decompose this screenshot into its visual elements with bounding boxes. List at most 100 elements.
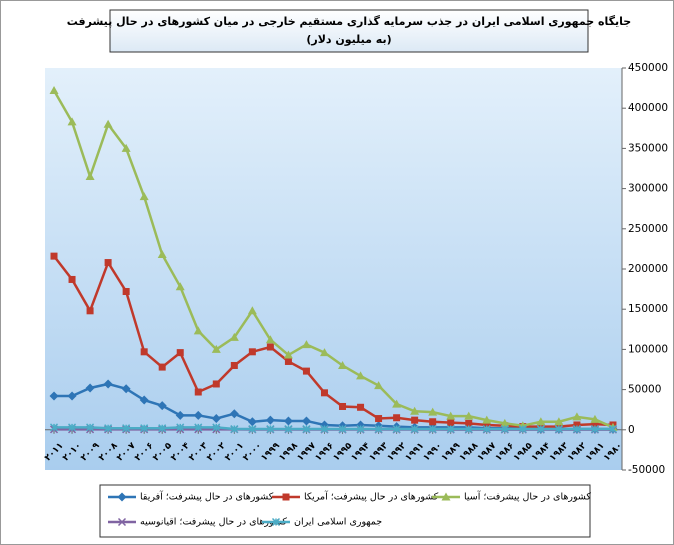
marker bbox=[247, 306, 257, 315]
marker bbox=[590, 414, 600, 423]
title-box bbox=[109, 9, 589, 53]
marker bbox=[121, 384, 131, 394]
marker bbox=[103, 379, 113, 389]
marker bbox=[536, 424, 545, 434]
plot-area bbox=[45, 68, 622, 470]
y-tick-label: 150000 bbox=[628, 303, 668, 315]
marker bbox=[573, 421, 581, 429]
marker bbox=[283, 416, 293, 426]
marker bbox=[194, 423, 203, 432]
marker bbox=[50, 252, 58, 260]
marker bbox=[500, 418, 510, 427]
marker bbox=[49, 86, 59, 95]
chart-title: جایگاه جمهوری اسلامی ایران در جذب سرمایه… bbox=[67, 15, 631, 28]
y-tick-label: 450000 bbox=[628, 62, 668, 74]
marker bbox=[410, 406, 420, 415]
marker bbox=[248, 348, 256, 356]
marker bbox=[104, 424, 113, 433]
marker bbox=[464, 424, 473, 434]
y-tick-label: 0 bbox=[628, 424, 635, 436]
marker bbox=[86, 423, 95, 432]
marker bbox=[117, 492, 127, 502]
marker bbox=[446, 424, 455, 434]
marker bbox=[158, 363, 166, 371]
marker bbox=[554, 424, 563, 434]
marker bbox=[103, 119, 113, 128]
marker bbox=[608, 424, 618, 434]
series-line bbox=[54, 426, 613, 431]
legend-label: کشورهای در حال پیشرفت؛ اقیانوسیه bbox=[140, 517, 287, 528]
marker bbox=[428, 407, 438, 416]
marker bbox=[518, 424, 527, 434]
marker bbox=[428, 424, 437, 434]
marker bbox=[176, 349, 184, 357]
marker bbox=[284, 357, 292, 365]
marker bbox=[49, 391, 59, 401]
marker bbox=[320, 424, 329, 434]
marker bbox=[117, 517, 127, 527]
marker bbox=[158, 424, 167, 433]
y-tick-label: 400000 bbox=[628, 102, 668, 114]
marker bbox=[230, 361, 238, 369]
marker bbox=[67, 117, 77, 126]
marker bbox=[441, 492, 451, 501]
marker bbox=[122, 424, 131, 433]
marker bbox=[266, 424, 275, 434]
marker bbox=[211, 344, 221, 353]
marker bbox=[229, 409, 239, 419]
marker bbox=[483, 421, 491, 429]
marker bbox=[392, 424, 401, 434]
marker bbox=[319, 348, 329, 357]
legend-label: کشورهای در حال پیشرفت؛ آسیا bbox=[464, 490, 591, 503]
marker bbox=[68, 275, 76, 283]
marker bbox=[175, 410, 185, 420]
marker bbox=[374, 424, 383, 434]
marker bbox=[194, 388, 202, 396]
legend-label: کشورهای در حال پیشرفت؛ آمریکا bbox=[304, 490, 439, 503]
marker bbox=[230, 424, 239, 434]
y-tick-label: 250000 bbox=[628, 223, 668, 235]
marker bbox=[248, 424, 257, 434]
marker bbox=[140, 424, 149, 433]
y-tick-label: 350000 bbox=[628, 142, 668, 154]
marker bbox=[211, 414, 221, 424]
marker bbox=[447, 419, 455, 427]
y-tick-label: 300000 bbox=[628, 183, 668, 195]
marker bbox=[284, 424, 293, 434]
marker bbox=[283, 350, 293, 359]
marker bbox=[121, 143, 131, 152]
y-tick-label: 200000 bbox=[628, 263, 668, 275]
marker bbox=[375, 415, 383, 423]
series bbox=[49, 423, 618, 434]
marker bbox=[374, 381, 384, 390]
marker bbox=[590, 424, 599, 434]
marker bbox=[392, 399, 402, 408]
marker bbox=[446, 411, 456, 420]
legend-box bbox=[99, 484, 591, 538]
marker bbox=[139, 395, 149, 405]
marker bbox=[482, 424, 491, 434]
marker bbox=[302, 424, 311, 434]
marker bbox=[500, 424, 509, 434]
marker bbox=[104, 259, 112, 267]
marker bbox=[176, 423, 185, 432]
marker bbox=[139, 192, 149, 201]
marker bbox=[229, 332, 239, 341]
marker bbox=[301, 416, 311, 426]
marker bbox=[302, 367, 310, 375]
marker bbox=[411, 416, 419, 424]
marker bbox=[140, 348, 148, 356]
marker bbox=[247, 417, 257, 427]
marker bbox=[536, 417, 546, 426]
marker bbox=[464, 411, 474, 420]
marker bbox=[193, 410, 203, 420]
marker bbox=[271, 517, 281, 527]
marker bbox=[175, 282, 185, 291]
y-tick-label: 50000 bbox=[628, 384, 661, 396]
marker bbox=[554, 417, 564, 426]
marker bbox=[410, 424, 419, 434]
marker bbox=[282, 493, 290, 501]
marker bbox=[301, 340, 311, 349]
marker bbox=[591, 420, 599, 428]
